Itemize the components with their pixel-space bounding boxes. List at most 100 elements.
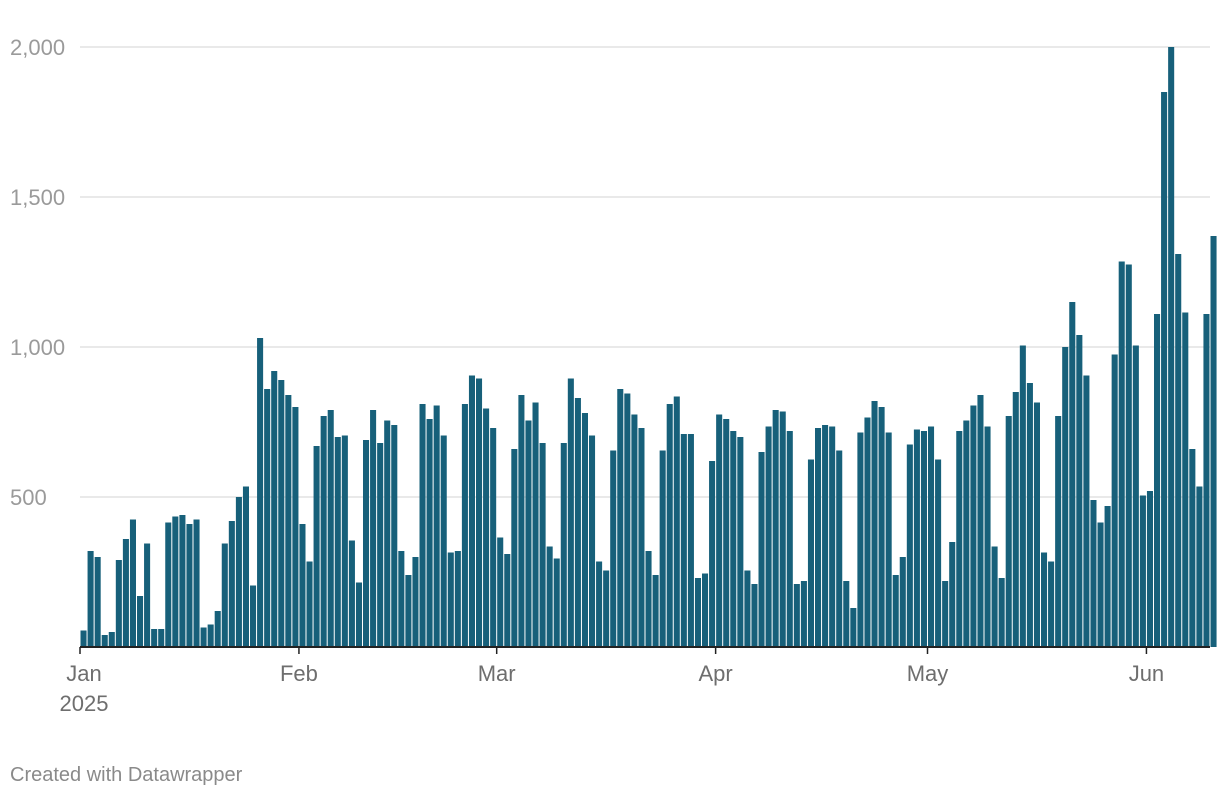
bar xyxy=(221,543,228,647)
bar xyxy=(539,443,546,647)
bar xyxy=(949,542,956,647)
bar xyxy=(737,437,744,647)
bar xyxy=(454,551,461,647)
bar xyxy=(758,452,765,647)
bar xyxy=(518,395,525,647)
bar xyxy=(186,524,193,647)
bar xyxy=(553,558,560,647)
bar xyxy=(1161,92,1168,647)
bar xyxy=(158,629,165,647)
bar xyxy=(596,561,603,647)
credit-text: Created with Datawrapper xyxy=(10,764,243,786)
bar xyxy=(165,522,172,647)
bar xyxy=(1118,261,1125,647)
bar xyxy=(560,443,567,647)
bar xyxy=(709,461,716,647)
bar xyxy=(977,395,984,647)
bar xyxy=(793,584,800,647)
bar xyxy=(447,552,454,647)
bar xyxy=(610,450,617,647)
bar xyxy=(652,575,659,647)
bar xyxy=(956,431,963,647)
bar xyxy=(546,546,553,647)
bar xyxy=(1033,402,1040,647)
bar xyxy=(744,570,751,647)
bar xyxy=(836,450,843,647)
bar xyxy=(94,557,101,647)
bar xyxy=(1189,449,1196,647)
bar xyxy=(913,429,920,647)
bar xyxy=(1041,552,1048,647)
bar xyxy=(412,557,419,647)
y-tick-label: 500 xyxy=(10,485,47,510)
bar xyxy=(1026,383,1033,647)
bar xyxy=(207,624,214,647)
bar xyxy=(807,459,814,647)
bar xyxy=(1132,345,1139,647)
bar xyxy=(928,426,935,647)
bar xyxy=(115,560,122,647)
bar xyxy=(624,393,631,647)
bar xyxy=(391,425,398,647)
gridlines xyxy=(80,46,1210,498)
bar xyxy=(1090,500,1097,647)
bar xyxy=(384,420,391,647)
bar xyxy=(1154,314,1161,647)
bar xyxy=(942,581,949,647)
bar xyxy=(292,407,299,647)
bar xyxy=(101,635,108,647)
bar xyxy=(87,551,94,647)
bar xyxy=(779,411,786,647)
bar xyxy=(214,611,221,647)
bar xyxy=(998,578,1005,647)
bar xyxy=(631,414,638,647)
bar xyxy=(1019,345,1026,647)
bar xyxy=(885,432,892,647)
bar xyxy=(730,431,737,647)
bar xyxy=(363,440,370,647)
bar xyxy=(370,410,377,647)
bar xyxy=(589,435,596,647)
x-tick-label: Jan xyxy=(66,661,101,686)
bar xyxy=(970,405,977,647)
bar xyxy=(899,557,906,647)
bar xyxy=(511,449,518,647)
bar xyxy=(1048,561,1055,647)
bar xyxy=(716,414,723,647)
bar xyxy=(476,378,483,647)
bar xyxy=(419,404,426,647)
bar xyxy=(1175,254,1182,647)
bar xyxy=(1076,335,1083,647)
bar xyxy=(398,551,405,647)
bar xyxy=(193,519,200,647)
bar xyxy=(772,410,779,647)
bar xyxy=(144,543,151,647)
bar xyxy=(638,428,645,647)
bar xyxy=(525,420,532,647)
bar xyxy=(723,419,730,647)
x-tick-label: May xyxy=(907,661,949,686)
bar xyxy=(122,539,129,647)
bar xyxy=(1083,375,1090,647)
bar xyxy=(1012,392,1019,647)
bar xyxy=(878,407,885,647)
y-tick-label: 1,000 xyxy=(10,335,65,360)
x-tick-label: Jun xyxy=(1129,661,1164,686)
bar xyxy=(334,437,341,647)
bar xyxy=(1069,302,1076,647)
bar xyxy=(200,627,207,647)
bar xyxy=(405,575,412,647)
bar xyxy=(426,419,433,647)
bar xyxy=(984,426,991,647)
bar xyxy=(129,519,136,647)
bar xyxy=(348,540,355,647)
bar xyxy=(278,380,285,647)
bar xyxy=(751,584,758,647)
bar xyxy=(843,581,850,647)
bar xyxy=(800,581,807,647)
bar xyxy=(490,428,497,647)
bar xyxy=(497,537,504,647)
bar xyxy=(440,435,447,647)
bar xyxy=(574,398,581,647)
bar xyxy=(264,389,271,647)
